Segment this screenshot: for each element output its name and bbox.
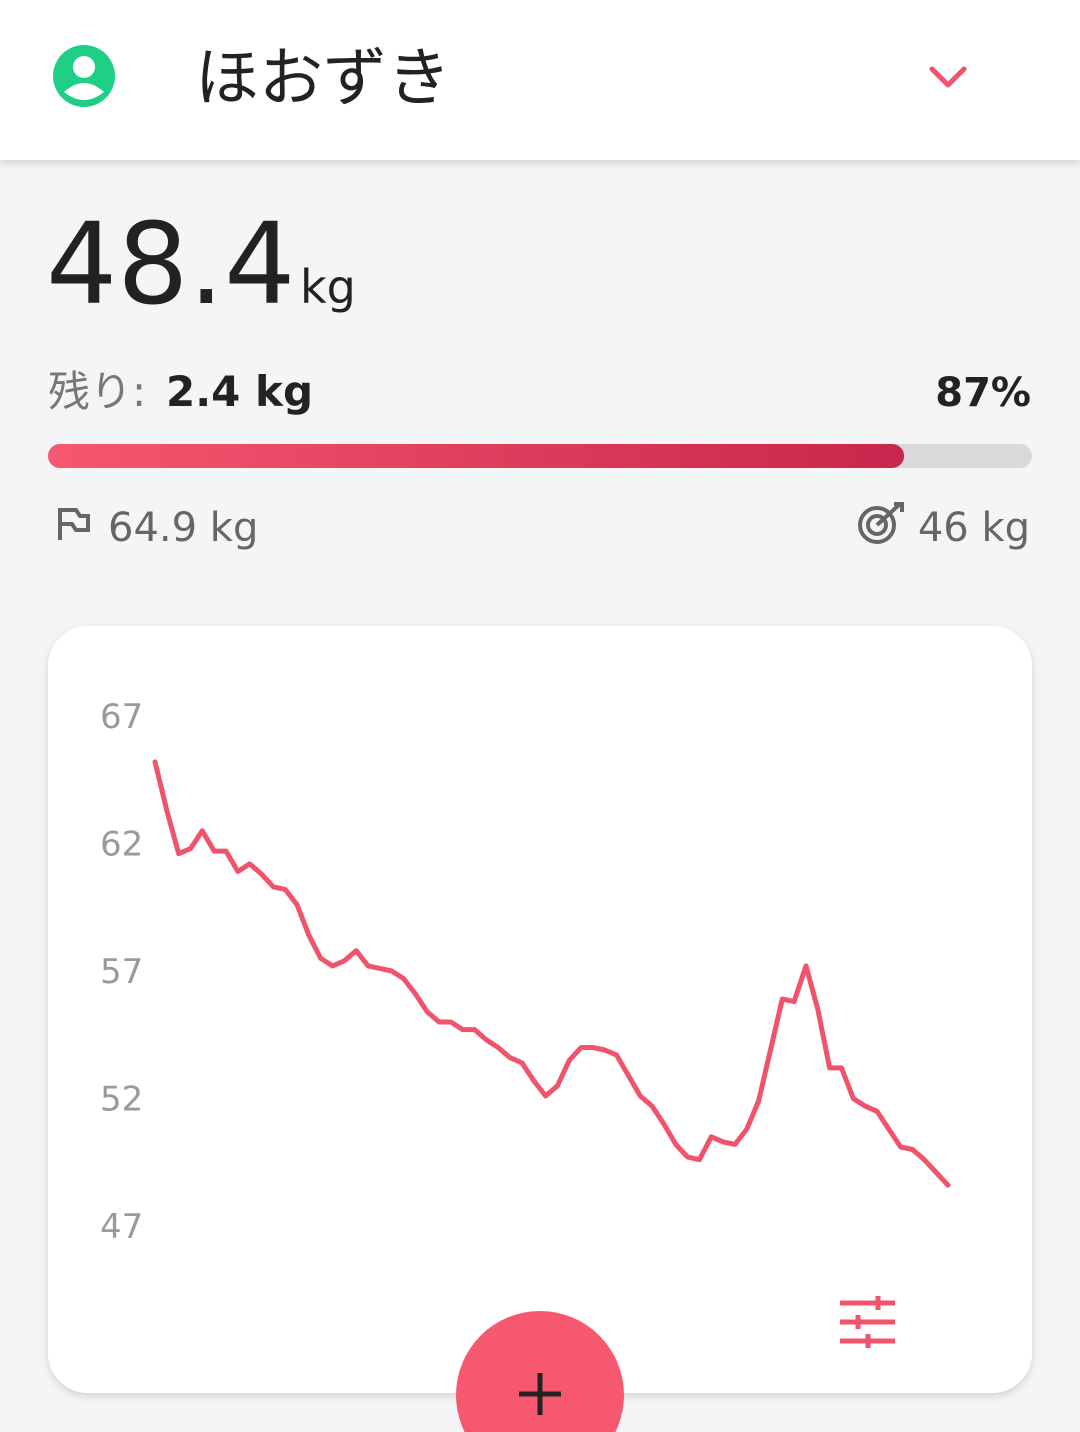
progress-percent: 87% xyxy=(935,370,1031,416)
filter-settings-icon[interactable] xyxy=(840,1296,895,1348)
current-weight: 48.4 xyxy=(46,200,295,330)
remaining-label: 残り: xyxy=(48,367,146,416)
remaining-value: 2.4 kg xyxy=(166,367,313,416)
add-button[interactable] xyxy=(456,1311,624,1432)
goal-weight: 46 kg xyxy=(918,505,1030,551)
profile-icon[interactable] xyxy=(53,45,115,107)
start-flag-icon xyxy=(58,508,90,540)
progress-fill xyxy=(48,444,905,468)
weight-line xyxy=(152,759,951,1188)
y-tick-label: 67 xyxy=(100,697,143,737)
profile-name: ほおずき xyxy=(195,42,451,116)
y-tick-label: 62 xyxy=(100,825,143,865)
y-tick-label: 47 xyxy=(100,1207,143,1247)
add-icon xyxy=(519,1373,561,1415)
weight-chart: 47 52 57 62 67 xyxy=(100,697,951,1247)
start-weight: 64.9 kg xyxy=(108,505,258,551)
y-tick-label: 57 xyxy=(100,952,143,992)
chart-card xyxy=(48,626,1032,1393)
header-bar xyxy=(0,0,1080,160)
current-unit: kg xyxy=(300,260,356,314)
goal-target-icon xyxy=(858,502,904,544)
y-tick-label: 52 xyxy=(100,1080,143,1120)
dropdown-chevron[interactable] xyxy=(929,66,967,88)
